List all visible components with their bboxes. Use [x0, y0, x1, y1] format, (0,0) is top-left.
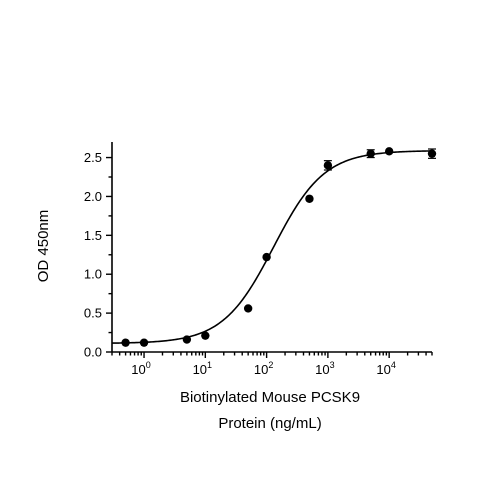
data-point [305, 194, 314, 203]
data-point [323, 161, 333, 170]
data-point [243, 304, 253, 313]
y-tick-label: 2.5 [84, 150, 102, 165]
data-point [182, 335, 192, 344]
y-axis-label: OD 450nm [35, 210, 52, 283]
data-point [121, 338, 130, 347]
x-axis-label-line2: Protein (ng/mL) [218, 415, 321, 432]
data-point [384, 147, 394, 156]
error-bars [323, 148, 436, 171]
x-tick-label: 104 [376, 360, 395, 377]
data-point [139, 338, 149, 347]
x-tick-label: 102 [254, 360, 273, 377]
data-point [366, 149, 375, 158]
x-tick-label: 103 [315, 360, 334, 377]
y-tick-label: 2.0 [84, 189, 102, 204]
y-tick-label: 1.5 [84, 228, 102, 243]
x-tick-label: 100 [131, 360, 150, 377]
data-point [201, 331, 210, 340]
y-tick-label: 0.5 [84, 306, 102, 321]
y-tick-label: 0.0 [84, 345, 102, 360]
data-point [262, 252, 271, 262]
x-axis: 100 101 102 103 104 [111, 351, 433, 377]
y-axis: 0.0 0.5 1.0 1.5 2.0 2.5 [84, 142, 113, 360]
data-points [121, 147, 437, 347]
data-point [427, 149, 437, 158]
x-tick-label: 101 [193, 360, 212, 377]
x-axis-label-line1: Biotinylated Mouse PCSK9 [180, 389, 360, 406]
fit-curve [111, 150, 433, 344]
y-tick-label: 1.0 [84, 267, 102, 282]
